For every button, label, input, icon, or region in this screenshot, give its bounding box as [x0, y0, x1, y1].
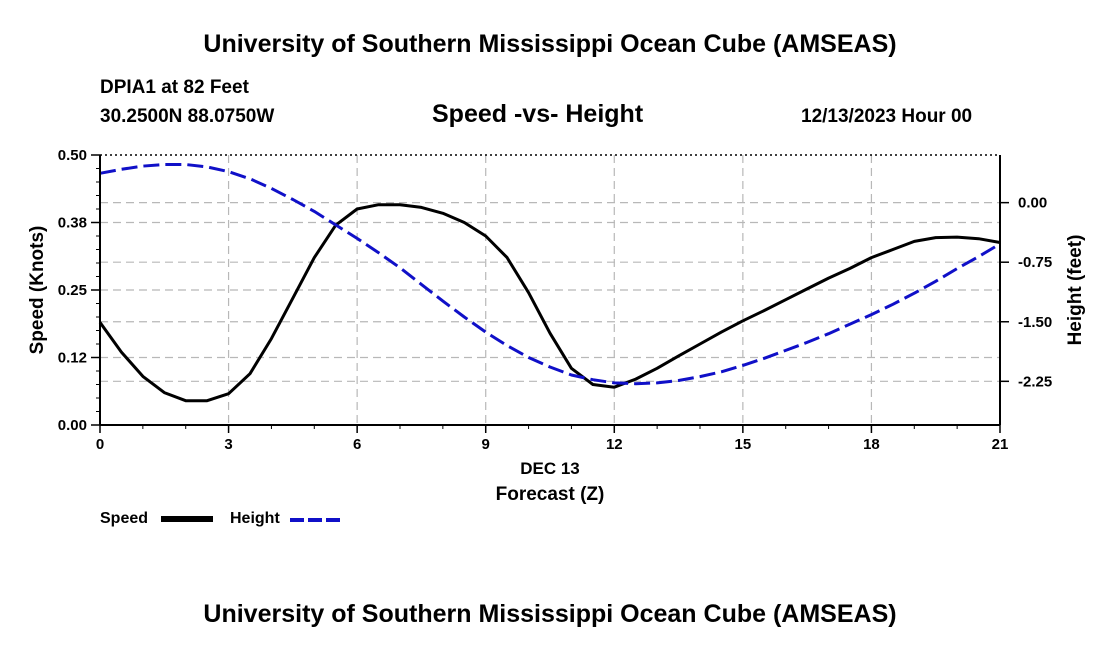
forecast-datetime: 12/13/2023 Hour 00: [801, 106, 973, 127]
y-left-tick-label: 0.25: [58, 282, 87, 299]
height-series-line: [99, 163, 1001, 386]
y-right-tick-label: 0.00: [1018, 195, 1047, 212]
y-right-axis-title: Height (feet): [1065, 235, 1086, 346]
y-left-tick-label: 0.12: [58, 350, 87, 367]
legend-height-swatch: [290, 518, 344, 522]
x-tick-label: 3: [224, 436, 232, 453]
x-axis-sublabel: DEC 13: [520, 459, 580, 478]
chart-title: Speed -vs- Height: [432, 100, 644, 128]
station-label: DPIA1 at 82 Feet: [100, 77, 249, 98]
y-left-tick-label: 0.00: [58, 417, 87, 434]
x-tick-label: 9: [482, 436, 490, 453]
y-left-axis-title: Speed (Knots): [27, 226, 48, 355]
y-right-tick-label: -2.25: [1018, 373, 1052, 390]
legend-speed-label: Speed: [100, 510, 149, 527]
x-tick-label: 15: [735, 436, 752, 453]
y-left-tick-label: 0.50: [58, 147, 87, 164]
x-axis-title: Forecast (Z): [496, 484, 605, 505]
x-tick-label: 21: [992, 436, 1009, 453]
y-right-tick-label: -0.75: [1018, 254, 1052, 271]
station-coordinates: 30.2500N 88.0750W: [100, 106, 275, 127]
x-tick-label: 6: [353, 436, 361, 453]
y-left-tick-label: 0.38: [58, 215, 87, 232]
legend-speed-swatch: [161, 516, 213, 522]
x-tick-label: 0: [96, 436, 104, 453]
page-title: University of Southern Mississippi Ocean…: [203, 30, 897, 58]
footer-title: University of Southern Mississippi Ocean…: [203, 600, 897, 628]
y-right-tick-label: -1.50: [1018, 314, 1052, 331]
x-tick-label: 18: [863, 436, 880, 453]
legend-height-label: Height: [230, 510, 280, 527]
speed-series-line: [98, 203, 1001, 403]
x-tick-label: 12: [606, 436, 623, 453]
